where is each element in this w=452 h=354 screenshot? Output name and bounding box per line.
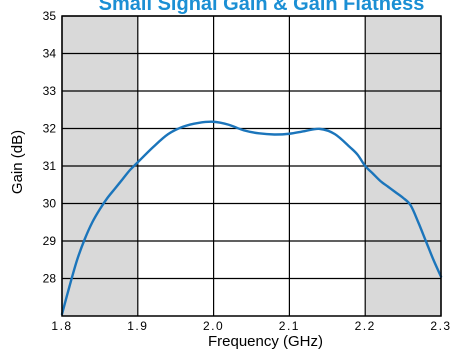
x-tick-label: 2.2 (355, 319, 376, 333)
x-tick-label: 2.3 (430, 319, 451, 333)
y-tick-label: 34 (43, 47, 57, 61)
series-layer (60, 120, 443, 316)
y-tick-label: 31 (43, 159, 57, 173)
y-tick-label: 30 (43, 197, 57, 211)
gain-series-line (60, 120, 443, 316)
y-tick-label: 35 (43, 9, 57, 23)
y-tick-label: 33 (43, 84, 57, 98)
plot-frame (61, 15, 442, 317)
y-tick-label: 32 (43, 122, 57, 136)
y-tick-label: 29 (43, 234, 57, 248)
x-tick-label: 1.9 (127, 319, 148, 333)
x-axis-label: Frequency (GHz) (208, 333, 323, 350)
x-tick-label: 1.8 (51, 319, 72, 333)
chart-title: Small Signal Gain & Gain Flatness (99, 0, 425, 15)
y-tick-label: 28 (43, 272, 57, 286)
x-tick-label: 2.1 (279, 319, 300, 333)
y-axis-label: Gain (dB) (9, 130, 26, 194)
y-tick-labels: 28 29 30 31 32 33 34 35 (43, 9, 57, 286)
x-tick-labels: 1.8 1.9 2.0 2.1 2.2 2.3 (51, 319, 451, 333)
x-tick-label: 2.0 (203, 319, 224, 333)
